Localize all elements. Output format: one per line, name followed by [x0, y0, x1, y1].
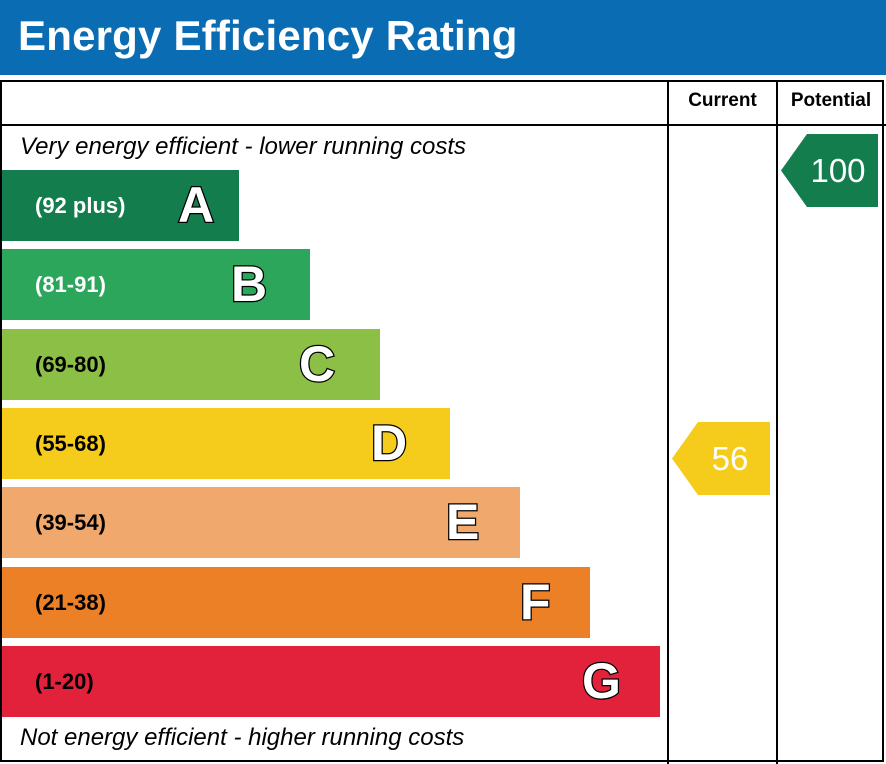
band-f: (21-38) F	[2, 567, 590, 638]
band-range-label: (1-20)	[35, 669, 94, 694]
current-rating-value: 56	[711, 440, 749, 477]
band-letter: B	[230, 255, 269, 314]
header-bar: Energy Efficiency Rating	[0, 0, 886, 75]
potential-rating-value: 100	[810, 152, 866, 189]
band-letter: F	[519, 573, 552, 632]
band-letter: A	[177, 176, 216, 235]
band-a: (92 plus) A	[2, 170, 239, 241]
current-rating-arrow: 56	[672, 422, 770, 495]
top-note: Very energy efficient - lower running co…	[20, 133, 466, 160]
bottom-note: Not energy efficient - higher running co…	[20, 724, 465, 751]
band-range-label: (69-80)	[35, 352, 106, 377]
rating-table-frame	[0, 80, 884, 762]
current-column-header: Current	[688, 90, 757, 111]
potential-column-divider	[776, 80, 778, 764]
potential-arrow-shape	[781, 134, 878, 207]
band-range-label: (21-38)	[35, 590, 106, 615]
band-letter: G	[581, 652, 622, 711]
potential-rating-arrow: 100	[781, 134, 878, 207]
band-range-label: (81-91)	[35, 272, 106, 297]
band-d: (55-68) D	[2, 408, 450, 479]
band-letter: C	[298, 335, 337, 394]
potential-arrow-polygon	[781, 134, 878, 207]
band-letter: D	[370, 414, 409, 473]
band-e: (39-54) E	[2, 487, 520, 558]
band-b: (81-91) B	[2, 249, 310, 320]
band-range-label: (55-68)	[35, 431, 106, 456]
band-range-label: (39-54)	[35, 510, 106, 535]
header-row-divider	[0, 124, 886, 126]
current-column-divider	[667, 80, 669, 764]
band-letter: E	[445, 493, 481, 552]
potential-column-header: Potential	[790, 90, 872, 111]
band-g: (1-20) G	[2, 646, 660, 717]
page-title: Energy Efficiency Rating	[18, 12, 518, 59]
band-c: (69-80) C	[2, 329, 380, 400]
current-arrow-polygon	[672, 422, 770, 495]
current-arrow-shape	[672, 422, 770, 495]
band-range-label: (92 plus)	[35, 193, 126, 218]
